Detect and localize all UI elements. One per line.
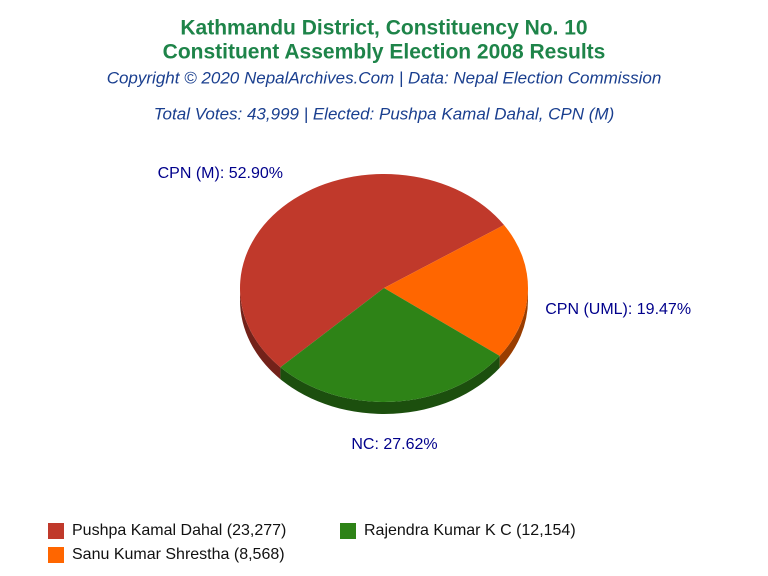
slice-label: NC: 27.62% [351,436,437,453]
legend-swatch [48,547,64,563]
legend-label: Pushpa Kamal Dahal (23,277) [72,522,286,539]
chart-subtitle: Total Votes: 43,999 | Elected: Pushpa Ka… [154,104,615,123]
slice-side [240,288,281,380]
slice [239,173,505,368]
chart-title: Kathmandu District, Constituency No. 10 [180,17,587,40]
slice [280,288,500,402]
legend-swatch [48,523,64,539]
slice [384,225,528,356]
slice-side [499,288,528,368]
legend-label: Sanu Kumar Shrestha (8,568) [72,546,285,563]
slice-side [280,355,500,414]
chart-subtitle: Copyright © 2020 NepalArchives.Com | Dat… [107,68,662,87]
slice-label: CPN (M): 52.90% [158,165,283,182]
legend-swatch [340,523,356,539]
slice-label: CPN (UML): 19.47% [545,301,691,318]
legend-label: Rajendra Kumar K C (12,154) [364,522,576,539]
chart-title: Constituent Assembly Election 2008 Resul… [163,41,606,64]
